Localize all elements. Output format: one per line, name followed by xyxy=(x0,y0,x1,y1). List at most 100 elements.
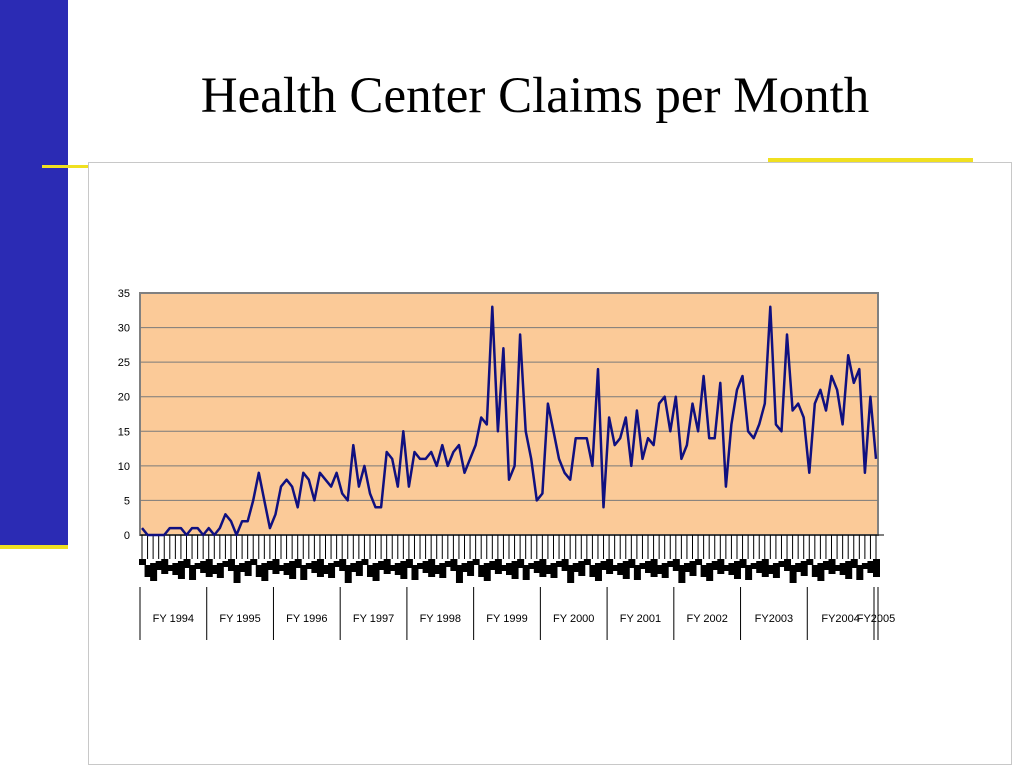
y-tick-label: 0 xyxy=(124,530,130,542)
month-label-mark xyxy=(639,563,647,569)
month-label-mark xyxy=(622,561,630,579)
month-label-mark xyxy=(244,561,252,576)
month-label-mark xyxy=(656,565,664,574)
month-label-mark xyxy=(745,565,753,580)
month-label-mark xyxy=(394,563,402,575)
month-label-mark xyxy=(606,559,614,574)
month-label-mark xyxy=(328,563,336,578)
month-label-mark xyxy=(750,563,758,569)
month-label-mark xyxy=(511,561,519,579)
month-label-mark xyxy=(689,561,697,576)
month-label-mark xyxy=(600,561,608,570)
month-label-mark xyxy=(789,565,797,583)
month-label-mark xyxy=(150,563,158,581)
month-label-mark xyxy=(422,561,430,573)
month-label-mark xyxy=(728,563,736,575)
month-label-mark xyxy=(361,559,369,565)
month-label-mark xyxy=(278,565,286,571)
month-label-mark xyxy=(472,559,480,565)
month-label-mark xyxy=(706,563,714,581)
month-label-mark xyxy=(483,563,491,581)
month-label-mark xyxy=(433,565,441,574)
fy-label: FY2005 xyxy=(857,613,896,625)
month-label-mark xyxy=(856,565,864,580)
y-axis: 0 5 10 15 20 25 30 35 xyxy=(118,288,130,542)
title-rule-left xyxy=(42,165,88,168)
sidebar-accent-line xyxy=(0,545,68,549)
month-label-band xyxy=(139,559,880,583)
month-label-mark xyxy=(667,561,675,567)
month-label-mark xyxy=(756,561,764,573)
month-label-mark xyxy=(817,563,825,581)
month-label-mark xyxy=(556,561,564,567)
y-tick-label: 10 xyxy=(118,461,130,473)
fy-label: FY 1997 xyxy=(353,613,394,625)
month-label-mark xyxy=(461,563,469,572)
y-tick-label: 25 xyxy=(118,357,130,369)
x-axis: FY 1994 FY 1995 FY 1996 FY 1997 FY 1998 FY 19… xyxy=(139,534,896,640)
fy-label: FY 1999 xyxy=(486,613,527,625)
month-label-mark xyxy=(255,565,263,577)
month-label-mark xyxy=(611,565,619,571)
month-label-mark xyxy=(572,563,580,572)
month-label-mark xyxy=(594,563,602,581)
month-label-mark xyxy=(739,559,747,568)
month-label-mark xyxy=(795,563,803,572)
month-label-mark xyxy=(589,565,597,577)
month-label-mark xyxy=(645,561,653,573)
month-label-mark xyxy=(155,561,163,570)
month-label-mark xyxy=(333,561,341,567)
month-label-mark xyxy=(400,561,408,579)
month-label-mark xyxy=(506,563,513,575)
month-label-mark xyxy=(633,565,641,580)
month-label-mark xyxy=(544,565,552,574)
month-label-mark xyxy=(567,565,575,583)
month-label-mark xyxy=(177,561,185,579)
month-label-mark xyxy=(522,565,530,580)
month-label-mark xyxy=(561,559,569,571)
month-label-mark xyxy=(528,563,536,569)
month-label-mark xyxy=(500,565,508,571)
month-label-mark xyxy=(711,561,719,570)
month-label-mark xyxy=(289,561,297,579)
month-label-mark xyxy=(839,563,847,575)
month-label-mark xyxy=(300,565,308,580)
month-label-mark xyxy=(550,563,558,578)
month-label-mark xyxy=(489,561,497,570)
y-tick-label: 20 xyxy=(118,392,130,404)
month-label-mark xyxy=(294,559,302,568)
month-label-mark xyxy=(227,559,235,571)
month-label-mark xyxy=(305,563,313,569)
gridlines xyxy=(140,327,878,501)
month-label-mark xyxy=(378,561,386,570)
fy-label: FY 1998 xyxy=(420,613,461,625)
month-label-mark xyxy=(800,561,808,576)
month-label-mark xyxy=(672,559,680,571)
month-label-mark xyxy=(811,565,819,577)
month-label-mark xyxy=(383,559,391,574)
month-label-mark xyxy=(828,559,836,574)
month-label-mark xyxy=(494,559,502,574)
month-label-mark xyxy=(183,559,191,568)
month-label-mark xyxy=(778,561,786,567)
month-label-mark xyxy=(628,559,636,568)
month-label-mark xyxy=(772,563,780,578)
month-label-mark xyxy=(417,563,425,569)
month-label-mark xyxy=(366,565,374,577)
month-label-mark xyxy=(211,565,219,574)
month-label-mark xyxy=(695,559,703,565)
month-label-mark xyxy=(533,561,541,573)
month-label-mark xyxy=(144,565,152,577)
month-label-mark xyxy=(350,563,358,572)
month-label-mark xyxy=(717,559,725,574)
month-label-mark xyxy=(784,559,792,571)
slide-sidebar-decoration xyxy=(0,0,68,548)
month-label-mark xyxy=(467,561,475,576)
month-label-mark xyxy=(444,561,452,567)
month-label-mark xyxy=(761,559,769,577)
month-label-mark xyxy=(450,559,458,571)
month-label-mark xyxy=(233,565,241,583)
month-label-mark xyxy=(539,559,547,577)
month-label-mark xyxy=(834,565,842,571)
